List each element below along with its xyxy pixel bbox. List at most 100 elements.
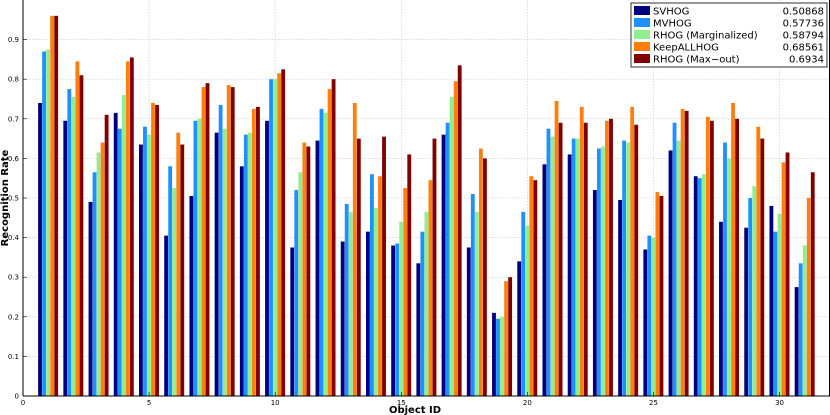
bar (496, 318, 500, 396)
bar (151, 102, 155, 397)
y-tick-label: 0.7 (8, 115, 19, 123)
bar (96, 152, 101, 396)
bar (684, 110, 689, 396)
x-tick-label: 10 (271, 399, 280, 407)
bar (92, 172, 97, 396)
bar (193, 120, 198, 396)
bar (676, 140, 681, 396)
y-tick-label: 0.5 (8, 195, 19, 203)
bar (331, 79, 336, 396)
bar (348, 211, 353, 396)
bar (290, 247, 295, 396)
bar (693, 176, 698, 396)
bar (54, 15, 59, 397)
bar (659, 196, 664, 396)
bar (727, 158, 731, 396)
bar (168, 166, 173, 396)
bar (420, 231, 425, 396)
bar (500, 316, 504, 396)
legend-series-name: KeepALLHOG (653, 43, 719, 54)
bar (457, 65, 462, 396)
bar (579, 106, 584, 397)
bar (172, 188, 177, 396)
bar (327, 89, 332, 396)
bar (340, 241, 345, 396)
bar (626, 142, 631, 396)
bar (143, 126, 147, 396)
bar (781, 162, 786, 396)
bar (709, 120, 714, 396)
bar (273, 79, 278, 396)
x-tick-label: 5 (147, 399, 151, 407)
bar (445, 122, 450, 396)
bar (492, 312, 496, 396)
bar (744, 227, 749, 396)
bar (100, 142, 105, 396)
bar (230, 87, 235, 397)
bar (269, 79, 273, 396)
bar (243, 134, 248, 396)
bars-group (38, 15, 815, 397)
bar (247, 132, 252, 396)
bar (655, 192, 660, 396)
bar (672, 122, 677, 396)
bar (218, 104, 223, 396)
legend-series-name: RHOG (Max−out) (653, 55, 740, 66)
bar (176, 132, 181, 396)
bar (104, 114, 109, 396)
bar (752, 186, 757, 396)
bar (239, 166, 244, 396)
bar (546, 128, 551, 396)
x-tick-label: 30 (775, 399, 784, 407)
bar (466, 247, 471, 396)
bar (395, 243, 400, 396)
bar (705, 116, 710, 396)
bar (189, 196, 194, 396)
bar (197, 118, 202, 397)
legend-swatch (634, 18, 650, 27)
bar (517, 261, 522, 396)
bar (634, 124, 639, 397)
y-tick-label: 0.3 (8, 274, 19, 282)
bar (542, 164, 547, 396)
bar (482, 158, 487, 396)
bar (697, 178, 702, 396)
legend-series-score: 0.6934 (789, 55, 824, 66)
bar (352, 102, 357, 397)
y-tick-label: 0 (15, 393, 19, 401)
bar (521, 211, 526, 396)
bar (256, 106, 260, 397)
bar (365, 231, 370, 396)
bar (806, 198, 811, 396)
bar (155, 104, 159, 396)
bar (180, 144, 185, 396)
y-tick-label: 0.9 (8, 36, 19, 44)
bar (42, 51, 47, 396)
bar (416, 263, 421, 396)
bar (794, 287, 799, 396)
bar (769, 205, 774, 396)
bar (277, 73, 282, 396)
bar (201, 87, 206, 397)
bar (773, 231, 778, 396)
bar (735, 118, 740, 397)
bar (596, 148, 601, 396)
bar (504, 281, 509, 396)
legend-series-score: 0.58794 (783, 31, 824, 42)
bar (643, 249, 648, 396)
bar (575, 138, 580, 396)
bar (474, 211, 479, 396)
bar (407, 154, 412, 396)
bar (294, 190, 299, 396)
bar (117, 128, 122, 396)
bar (567, 154, 572, 396)
legend-series-name: RHOG (Marginalized) (653, 31, 758, 42)
bar (344, 203, 349, 396)
y-tick-label: 0.1 (8, 353, 19, 361)
y-axis-title: Recognition Rate (0, 149, 11, 246)
bar (441, 134, 446, 396)
bar (609, 118, 613, 397)
bar (601, 146, 605, 396)
bar (75, 61, 80, 396)
bar (810, 172, 815, 396)
